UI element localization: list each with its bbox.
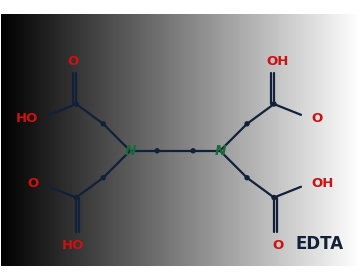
- Circle shape: [101, 122, 105, 126]
- Text: HO: HO: [16, 112, 39, 125]
- Circle shape: [155, 149, 159, 153]
- Circle shape: [191, 149, 195, 153]
- Circle shape: [74, 195, 78, 200]
- Circle shape: [101, 176, 105, 180]
- Circle shape: [245, 176, 249, 180]
- Text: EDTA: EDTA: [296, 235, 344, 253]
- Circle shape: [74, 102, 78, 106]
- Text: N: N: [124, 144, 136, 158]
- Text: O: O: [67, 55, 78, 68]
- Text: N: N: [214, 144, 226, 158]
- Text: OH: OH: [312, 177, 334, 190]
- Text: HO: HO: [61, 239, 84, 252]
- Text: O: O: [272, 239, 283, 252]
- Text: O: O: [312, 112, 323, 125]
- Circle shape: [272, 195, 276, 200]
- Text: OH: OH: [266, 55, 289, 68]
- Circle shape: [272, 102, 276, 106]
- Text: O: O: [27, 177, 39, 190]
- Circle shape: [245, 122, 249, 126]
